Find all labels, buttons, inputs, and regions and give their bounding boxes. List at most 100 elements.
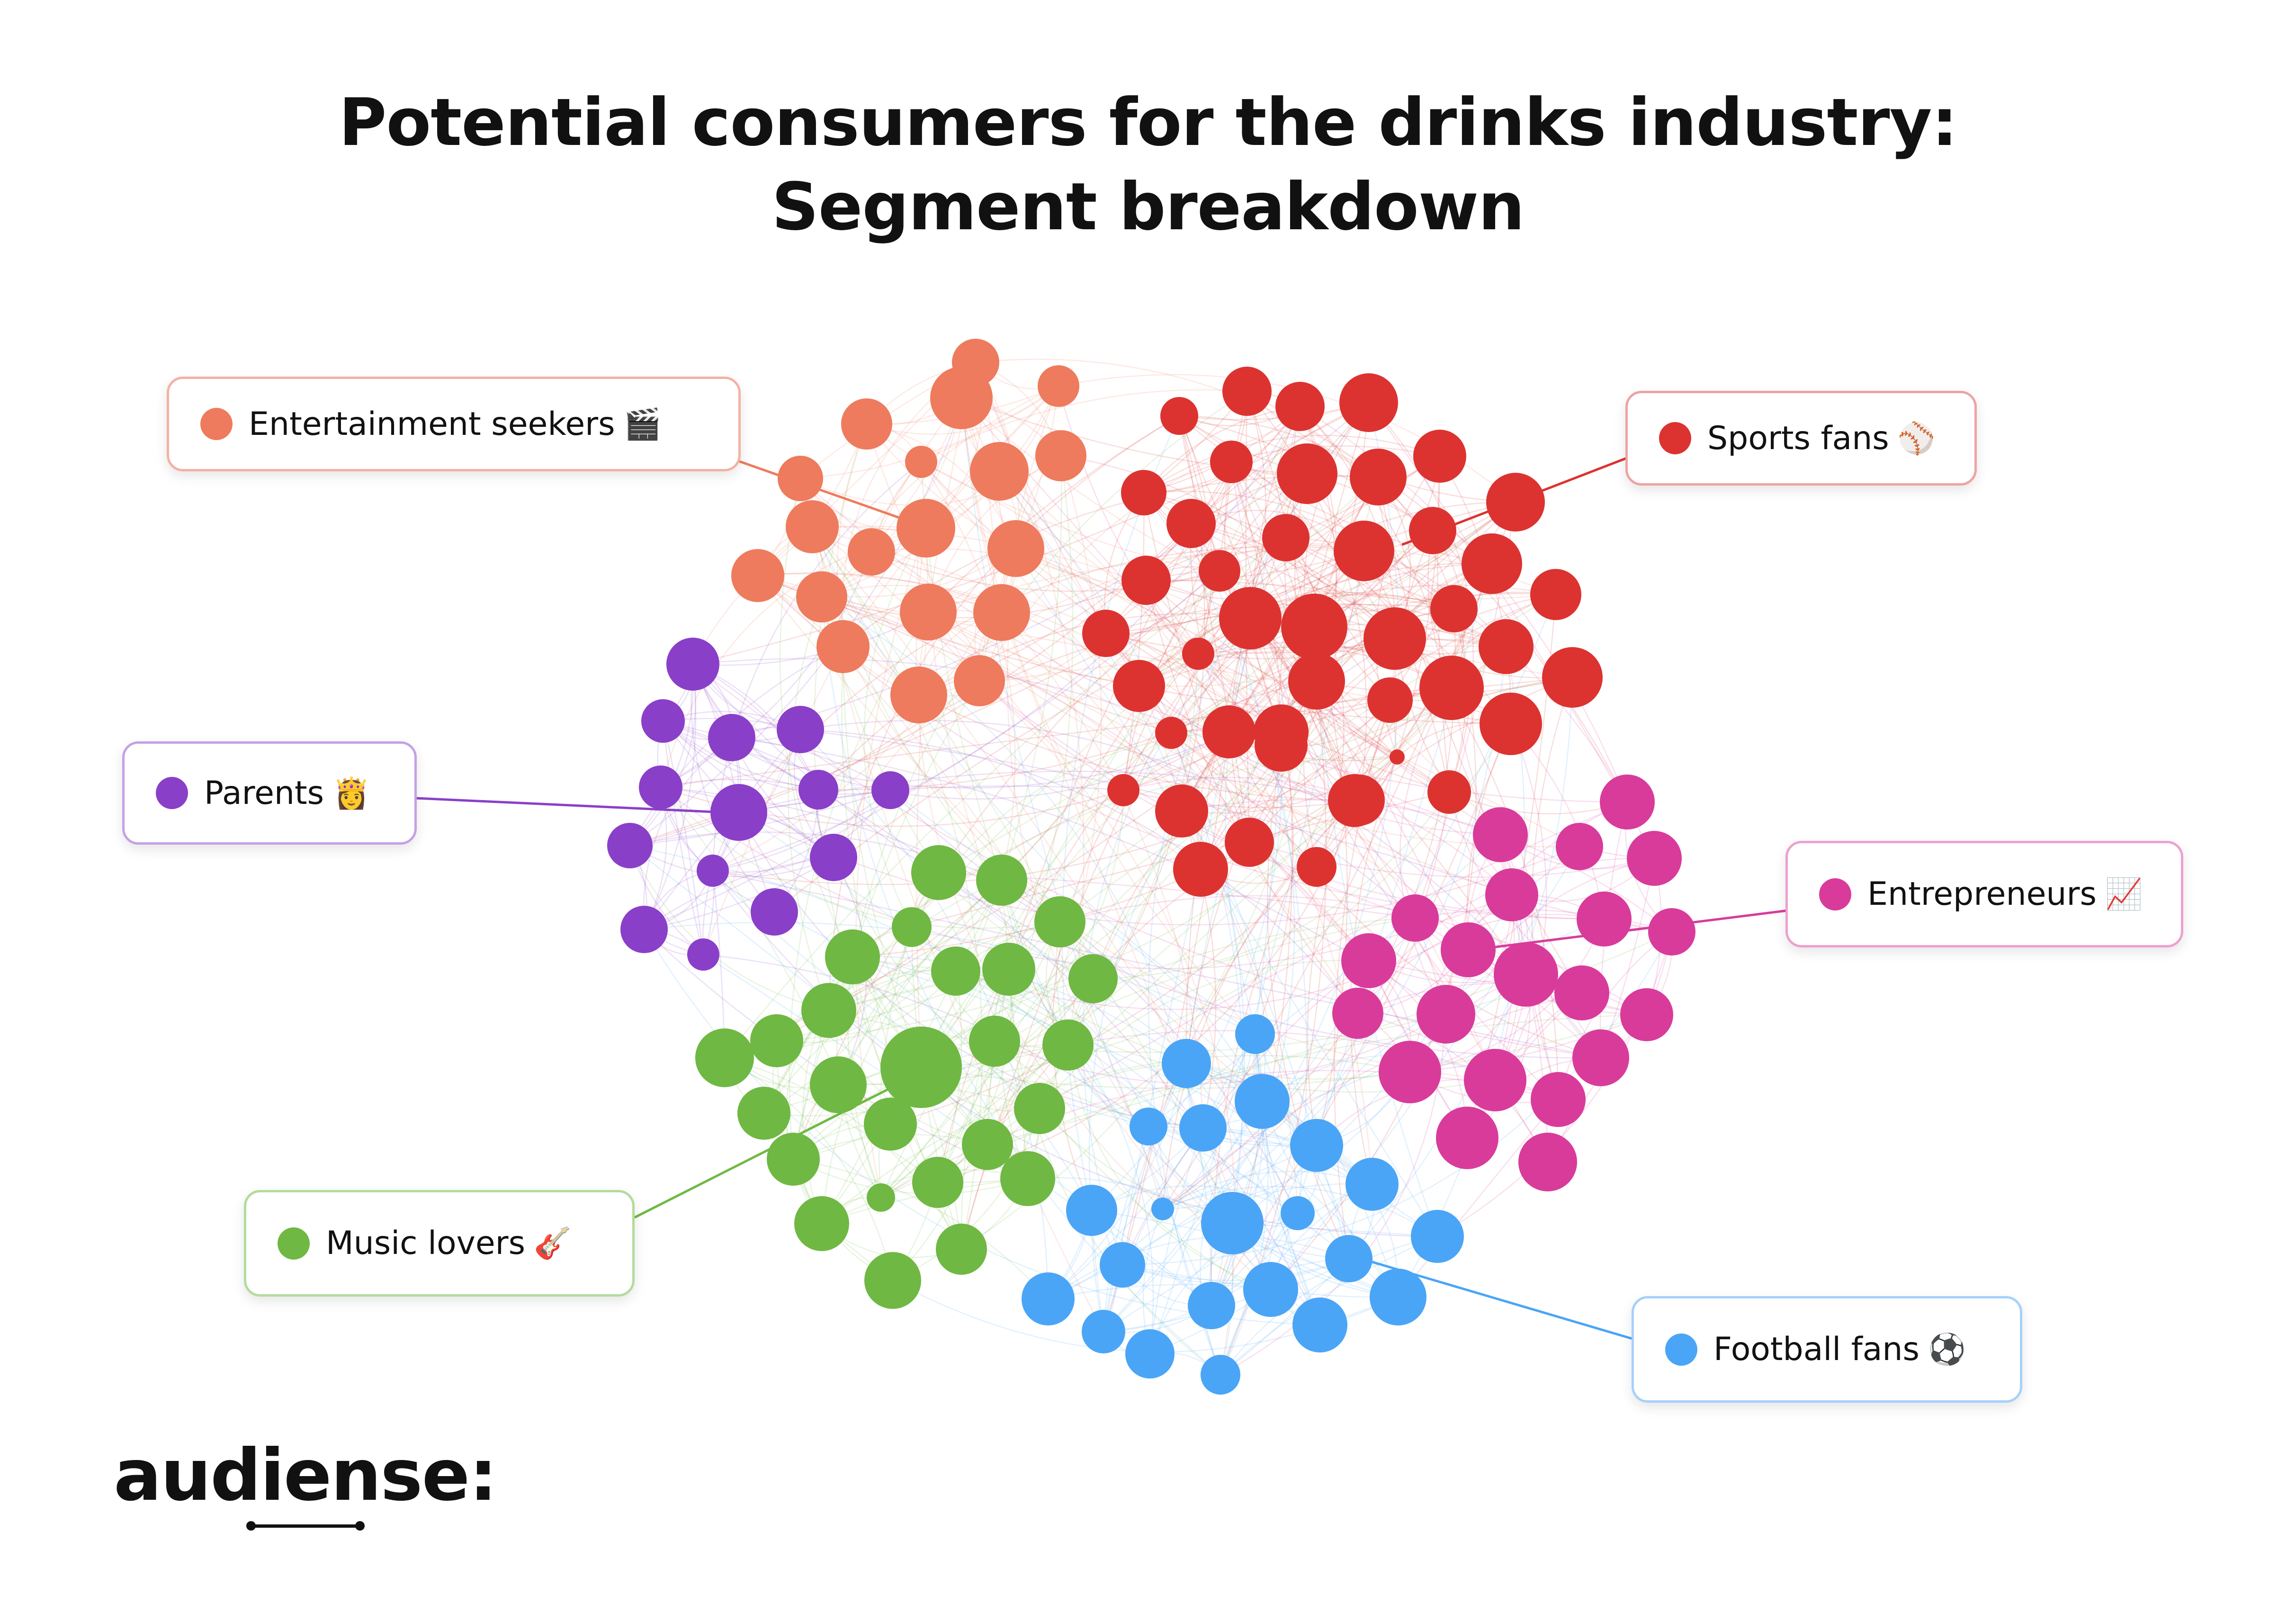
network-edge [1220, 1235, 1438, 1375]
legend-dot-sports [1659, 422, 1691, 454]
network-edge [1313, 626, 1438, 1237]
network-edge [880, 646, 1507, 1198]
network-edge [703, 954, 1149, 1127]
network-edge [987, 1063, 1187, 1145]
network-edge [866, 386, 1059, 435]
node-sports [1222, 367, 1272, 416]
network-edge [1039, 801, 1628, 1109]
network-edge [1171, 732, 1317, 867]
network-edge [1048, 1236, 1349, 1300]
network-edge [1220, 1235, 1438, 1375]
network-edge [1092, 731, 1282, 979]
callout-entrepreneurs: Entrepreneurs 📈 [1785, 841, 2183, 947]
node-entrepreneurs [1572, 1029, 1629, 1086]
network-edge [1219, 455, 1440, 572]
node-sports [1419, 656, 1484, 720]
network-edge [915, 528, 1163, 1209]
network-edge [1139, 592, 1454, 686]
node-football [1292, 1298, 1347, 1352]
network-edge [712, 406, 1301, 872]
network-edge [1059, 895, 1647, 1016]
network-edge [1149, 1212, 1298, 1354]
node-sports [1275, 382, 1325, 431]
network-edge [890, 917, 1416, 1125]
guitar-icon: 🎸 [534, 1226, 572, 1261]
network-edge [1368, 402, 1474, 793]
network-edge [928, 611, 1512, 896]
network-edge [892, 1041, 996, 1281]
node-music [1034, 896, 1085, 947]
node-parents [777, 706, 824, 753]
node-music [864, 1098, 917, 1151]
network-edge [1103, 1127, 1204, 1332]
node-music [982, 943, 1035, 996]
network-edge [960, 969, 1010, 1250]
network-edge [890, 789, 1372, 1185]
node-sports [1277, 443, 1337, 504]
network-edge [1088, 811, 1183, 1211]
node-sports [1121, 556, 1171, 605]
node-sports [1155, 717, 1187, 749]
node-football [1066, 1185, 1117, 1236]
network-edge [1039, 1108, 1233, 1224]
network-edge [663, 638, 1395, 789]
node-entrepreneurs [1627, 831, 1682, 886]
network-edge [1248, 594, 1556, 843]
node-parents [620, 906, 668, 953]
network-edge [833, 857, 1040, 1109]
network-edge [1396, 456, 1441, 757]
network-edge [1143, 445, 1440, 494]
node-music [695, 1028, 754, 1087]
network-edge [1198, 653, 1450, 793]
node-football [1290, 1119, 1343, 1172]
node-entrepreneurs [1436, 1107, 1498, 1169]
clapperboard-icon: 🎬 [623, 406, 662, 442]
node-music [750, 1014, 803, 1067]
network-edge [1181, 550, 1364, 811]
node-music [936, 1224, 987, 1275]
network-edge [1103, 1063, 1187, 1332]
node-entrepreneurs [1391, 894, 1439, 942]
node-sports [1430, 585, 1478, 632]
network-edge [1105, 632, 1395, 654]
network-edge [1123, 789, 1355, 808]
network-edge [821, 880, 1002, 1224]
node-football [1235, 1014, 1275, 1054]
node-sports [1155, 784, 1208, 838]
network-edge [937, 455, 1074, 1183]
callout-sports-fans: Sports fans ⚾ [1625, 391, 1977, 486]
network-edge [1185, 1063, 1321, 1325]
network-edge [975, 359, 1379, 478]
network-edge [757, 575, 1605, 920]
soccer-ball-icon: ⚽ [1928, 1332, 1966, 1367]
network-edge [789, 612, 929, 1160]
node-sports [1350, 449, 1407, 505]
node-entertainment [930, 367, 993, 429]
network-edge [880, 921, 1061, 1198]
network-edge [1139, 685, 1355, 802]
node-football [1125, 1329, 1175, 1379]
node-entrepreneurs [1417, 985, 1475, 1044]
network-edge [880, 1045, 1068, 1198]
node-entrepreneurs [1518, 1133, 1577, 1191]
node-sports [1262, 514, 1309, 561]
network-edge [1143, 406, 1300, 493]
network-edge [1202, 1127, 1399, 1298]
node-sports [1297, 847, 1336, 887]
network-edge [1285, 537, 1507, 647]
network-edge [928, 415, 1180, 613]
chart-title: Potential consumers for the drinks indus… [0, 81, 2296, 249]
network-edge [1354, 676, 1573, 801]
network-edge [1148, 834, 1501, 1127]
node-sports [1288, 653, 1345, 710]
node-entrepreneurs [1554, 965, 1609, 1020]
legend-label-entrepreneurs: Entrepreneurs [1867, 875, 2097, 913]
network-edge [1091, 1185, 1298, 1214]
node-entertainment [786, 500, 839, 553]
node-music [867, 1183, 895, 1212]
network-edge [1015, 548, 1220, 586]
network-edge [1143, 492, 1250, 843]
network-edge [1122, 653, 1199, 791]
node-parents [871, 771, 909, 809]
